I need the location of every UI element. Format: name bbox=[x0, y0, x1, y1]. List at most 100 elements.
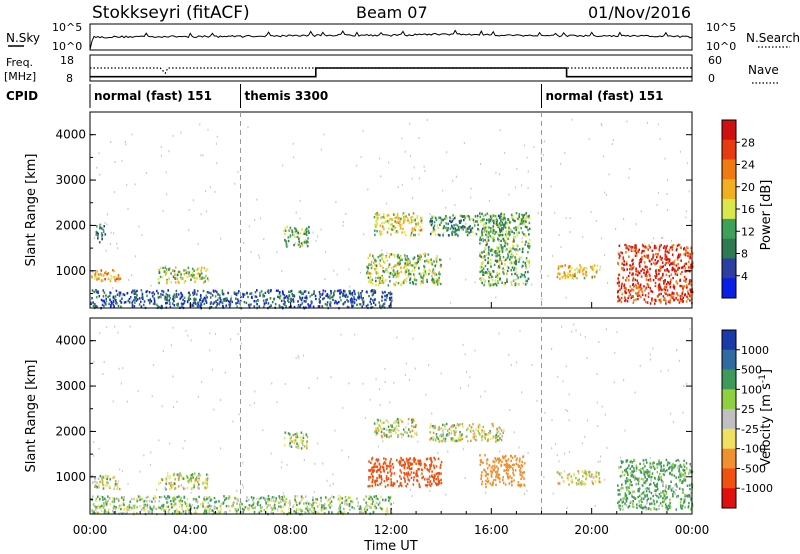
echo-cell bbox=[429, 457, 431, 460]
echo-cell bbox=[499, 217, 502, 221]
echo-cell bbox=[691, 260, 694, 264]
echo-cell bbox=[259, 510, 262, 513]
echo-cell bbox=[625, 291, 627, 295]
echo-cell bbox=[483, 250, 485, 253]
echo-cell bbox=[397, 253, 399, 257]
scatter-cell bbox=[431, 272, 433, 274]
echo-cell bbox=[482, 234, 484, 237]
echo-cell bbox=[178, 511, 181, 514]
echo-cell bbox=[281, 496, 283, 499]
echo-cell bbox=[386, 231, 389, 234]
echo-cell bbox=[95, 296, 98, 299]
echo-cell bbox=[656, 261, 658, 264]
scatter-cell bbox=[666, 193, 668, 195]
echo-cell bbox=[476, 217, 479, 220]
echo-cell bbox=[265, 497, 267, 500]
echo-cell bbox=[677, 268, 679, 271]
echo-cell bbox=[641, 500, 643, 503]
echo-cell bbox=[171, 484, 174, 488]
echo-cell bbox=[309, 303, 312, 307]
echo-cell bbox=[168, 508, 170, 512]
echo-cell bbox=[655, 246, 657, 250]
echo-cell bbox=[413, 227, 416, 230]
echo-cell bbox=[632, 500, 634, 503]
echo-cell bbox=[675, 488, 677, 492]
echo-cell bbox=[274, 507, 276, 510]
echo-cell bbox=[205, 274, 207, 278]
echo-cell bbox=[527, 228, 529, 232]
echo-cell bbox=[496, 457, 499, 460]
echo-cell bbox=[624, 243, 626, 247]
echo-cell bbox=[379, 304, 381, 307]
echo-cell bbox=[494, 232, 496, 235]
echo-cell bbox=[491, 214, 493, 217]
echo-cell bbox=[389, 298, 391, 301]
echo-cell bbox=[301, 244, 304, 247]
echo-cell bbox=[102, 230, 105, 233]
echo-cell bbox=[375, 276, 377, 280]
echo-cell bbox=[143, 500, 146, 503]
scatter-cell bbox=[498, 173, 501, 176]
echo-cell bbox=[484, 222, 486, 225]
echo-cell bbox=[100, 274, 103, 277]
scatter-cell bbox=[539, 270, 542, 273]
echo-cell bbox=[664, 250, 667, 253]
echo-cell bbox=[484, 469, 486, 472]
echo-cell bbox=[305, 233, 308, 237]
echo-cell bbox=[172, 503, 174, 507]
echo-cell bbox=[497, 475, 499, 478]
echo-cell bbox=[479, 236, 482, 239]
echo-cell bbox=[511, 273, 513, 276]
echo-cell bbox=[617, 295, 619, 299]
echo-cell bbox=[626, 245, 628, 248]
echo-cell bbox=[569, 273, 571, 277]
echo-cell bbox=[243, 293, 246, 296]
echo-cell bbox=[659, 285, 661, 288]
echo-cell bbox=[410, 471, 413, 474]
echo-cell bbox=[518, 215, 520, 218]
echo-cell bbox=[435, 465, 438, 468]
echo-cell bbox=[353, 296, 355, 299]
echo-cell bbox=[431, 216, 434, 219]
echo-cell bbox=[382, 427, 385, 431]
echo-cell bbox=[125, 507, 128, 510]
echo-cell bbox=[618, 244, 621, 247]
echo-cell bbox=[392, 429, 395, 432]
echo-cell bbox=[397, 435, 400, 438]
echo-cell bbox=[689, 281, 691, 284]
echo-cell bbox=[638, 294, 641, 297]
echo-cell bbox=[405, 485, 407, 488]
echo-cell bbox=[117, 274, 120, 277]
echo-cell bbox=[624, 492, 627, 495]
echo-cell bbox=[481, 483, 483, 486]
echo-cell bbox=[647, 285, 650, 288]
echo-cell bbox=[502, 267, 504, 270]
echo-cell bbox=[382, 498, 384, 501]
echo-cell bbox=[556, 275, 559, 279]
echo-cell bbox=[439, 463, 442, 467]
scatter-cell bbox=[542, 154, 545, 156]
echo-cell bbox=[462, 225, 464, 228]
echo-cell bbox=[645, 458, 647, 462]
echo-cell bbox=[353, 298, 356, 301]
echo-cell bbox=[648, 273, 651, 276]
echo-cell bbox=[644, 274, 647, 277]
scatter-cell bbox=[342, 221, 344, 223]
echo-cell bbox=[115, 289, 118, 293]
echo-cell bbox=[448, 434, 450, 437]
echo-cell bbox=[456, 423, 459, 426]
echo-cell bbox=[655, 484, 658, 487]
echo-cell bbox=[123, 503, 125, 507]
scatter-cell bbox=[520, 184, 523, 187]
scatter-cell bbox=[320, 228, 322, 231]
echo-cell bbox=[224, 511, 227, 514]
echo-cell bbox=[441, 434, 443, 437]
echo-cell bbox=[160, 266, 162, 270]
echo-cell bbox=[676, 256, 679, 259]
echo-cell bbox=[410, 463, 413, 466]
echo-cell bbox=[176, 473, 179, 476]
echo-cell bbox=[477, 223, 479, 227]
echo-cell bbox=[237, 508, 239, 511]
scatter-cell bbox=[661, 237, 663, 240]
echo-cell bbox=[384, 255, 387, 259]
